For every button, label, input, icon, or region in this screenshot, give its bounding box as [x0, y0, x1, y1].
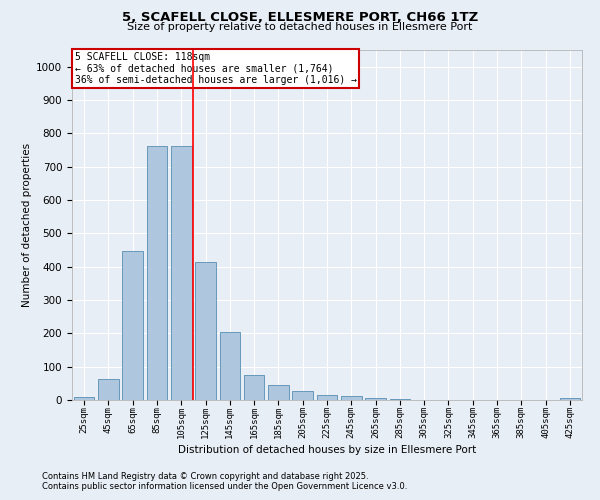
Bar [268, 385, 289, 400]
Bar [98, 380, 119, 400]
Bar [146, 146, 167, 400]
Bar [74, 396, 94, 400]
Text: Size of property relative to detached houses in Ellesmere Port: Size of property relative to detached ho… [127, 22, 473, 32]
Text: Contains HM Land Registry data © Crown copyright and database right 2025.
Contai: Contains HM Land Registry data © Crown c… [42, 472, 407, 491]
Y-axis label: Number of detached properties: Number of detached properties [22, 143, 32, 307]
X-axis label: Distribution of detached houses by size in Ellesmere Port: Distribution of detached houses by size … [178, 446, 476, 456]
Bar [365, 398, 386, 400]
Bar [341, 396, 362, 400]
Bar [317, 395, 337, 400]
Bar [220, 332, 240, 400]
Bar [560, 398, 580, 400]
Bar [195, 262, 216, 400]
Bar [244, 375, 265, 400]
Text: 5 SCAFELL CLOSE: 118sqm
← 63% of detached houses are smaller (1,764)
36% of semi: 5 SCAFELL CLOSE: 118sqm ← 63% of detache… [74, 52, 356, 85]
Bar [171, 146, 191, 400]
Bar [292, 390, 313, 400]
Text: 5, SCAFELL CLOSE, ELLESMERE PORT, CH66 1TZ: 5, SCAFELL CLOSE, ELLESMERE PORT, CH66 1… [122, 11, 478, 24]
Bar [122, 250, 143, 400]
